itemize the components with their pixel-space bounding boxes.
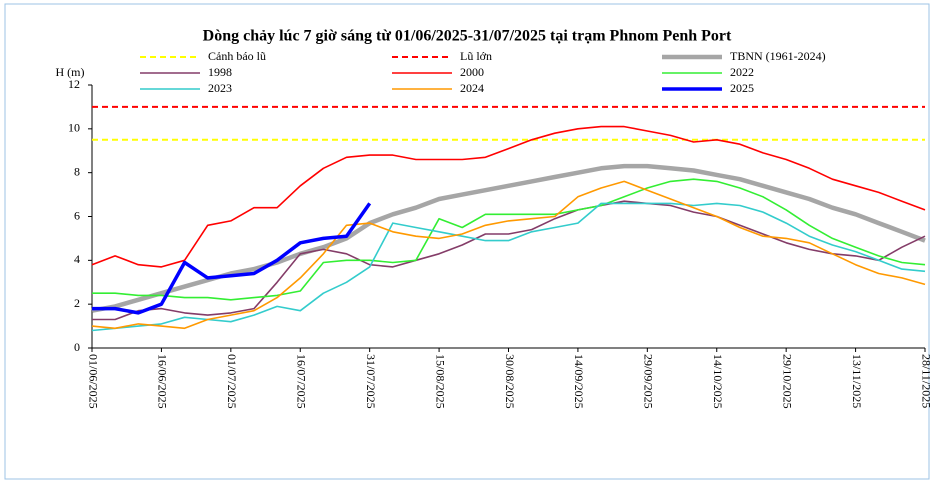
x-tick-label: 01/06/2025 [86, 354, 100, 409]
x-tick-label: 29/10/2025 [780, 354, 794, 409]
series-line [91, 163, 926, 313]
legend-label: TBNN (1961-2024) [730, 49, 826, 63]
x-tick-label: 28/11/2025 [919, 354, 933, 408]
x-tick-label: 16/06/2025 [156, 354, 170, 409]
series-line [92, 178, 926, 301]
legend-label: 2000 [460, 65, 484, 79]
x-tick-label: 14/10/2025 [711, 354, 725, 409]
x-tick-label: 29/09/2025 [642, 354, 656, 409]
y-tick-label: 2 [74, 296, 80, 310]
legend-label: 1998 [208, 65, 232, 79]
x-tick-label: 13/11/2025 [850, 354, 864, 408]
series-line [91, 202, 926, 332]
legend-label: Cảnh báo lũ [208, 49, 266, 63]
y-tick-label: 6 [74, 208, 80, 222]
x-tick-label: 01/07/2025 [225, 354, 239, 409]
y-tick-label: 12 [68, 77, 80, 91]
legend-label: 2023 [208, 81, 232, 95]
series-line [91, 180, 926, 330]
frame [4, 3, 930, 480]
y-tick-label: 10 [68, 121, 80, 135]
series-line [92, 202, 372, 315]
x-tick-label: 16/07/2025 [295, 354, 309, 409]
chart-title: Dòng chảy lúc 7 giờ sáng từ 01/06/2025-3… [203, 28, 732, 45]
y-axis-label: H (m) [56, 65, 85, 79]
legend-label: Lũ lớn [460, 49, 492, 63]
x-tick-label: 15/08/2025 [433, 354, 447, 409]
x-tick-label: 30/08/2025 [503, 354, 517, 409]
legend-label: 2022 [730, 65, 754, 79]
x-tick-label: 31/07/2025 [364, 354, 378, 409]
series-line [91, 125, 926, 268]
y-tick-label: 0 [74, 340, 80, 354]
series-line [92, 200, 926, 321]
legend-label: 2025 [730, 81, 754, 95]
legend-label: 2024 [460, 81, 484, 95]
y-tick-label: 8 [74, 164, 80, 178]
y-tick-label: 4 [74, 252, 80, 266]
x-tick-label: 14/09/2025 [572, 354, 586, 409]
